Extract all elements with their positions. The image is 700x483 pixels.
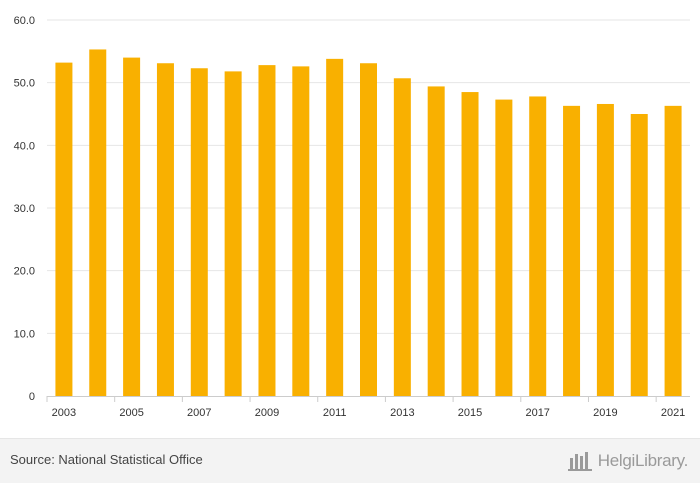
bar-2014[interactable] <box>427 86 445 396</box>
helgilibrary-logo[interactable]: HelgiLibrary. <box>567 449 689 473</box>
bar-2021[interactable] <box>664 105 682 396</box>
bar-2008[interactable] <box>224 71 242 397</box>
bar-2016[interactable] <box>495 99 513 396</box>
bar-2018[interactable] <box>563 105 581 396</box>
x-tick-label: 2013 <box>390 407 414 419</box>
y-tick-label: 60.0 <box>14 15 35 27</box>
x-tick-label: 2007 <box>187 407 211 419</box>
bar-2012[interactable] <box>360 63 377 397</box>
y-tick-label: 0 <box>29 391 35 403</box>
x-tick-label: 2021 <box>661 407 685 419</box>
y-axis-ticks: 0 10.0 20.0 30.0 40.0 50.0 60.0 <box>14 15 35 403</box>
bar-2015[interactable] <box>461 92 479 397</box>
helgilibrary-logo-icon <box>567 452 592 471</box>
bar-2007[interactable] <box>190 68 208 397</box>
bar-2005[interactable] <box>123 57 141 396</box>
y-tick-label: 30.0 <box>14 203 35 215</box>
x-tick-label: 2015 <box>458 407 482 419</box>
x-tick-label: 2019 <box>593 407 617 419</box>
x-axis: 2003 2005 2007 2009 2011 2013 2015 2017 2019 2021 <box>46 396 690 419</box>
bar-2003[interactable] <box>55 62 73 396</box>
bar-2009[interactable] <box>258 65 276 397</box>
bar-chart: 010.020.030.040.050.060.0 2003 2005 2007 20… <box>14 15 690 419</box>
bar-2006[interactable] <box>156 63 174 397</box>
bar-2010[interactable] <box>292 66 310 396</box>
logo-text: HelgiLibrary. <box>597 451 689 470</box>
source-note: Source: National Statistical Office <box>10 452 203 467</box>
x-tick-label: 2005 <box>119 407 143 419</box>
bar-2011[interactable] <box>326 58 344 396</box>
x-tick-label: 2011 <box>323 407 347 419</box>
x-tick-label: 2003 <box>52 407 76 419</box>
bar-2020[interactable] <box>630 114 648 396</box>
y-tick-label: 40.0 <box>14 140 35 152</box>
bar-2017[interactable] <box>529 96 547 396</box>
x-tick-label: 2009 <box>255 407 279 419</box>
y-tick-label: 20.0 <box>14 266 35 278</box>
bar-2004[interactable] <box>89 49 107 396</box>
y-tick-label: 10.0 <box>14 328 35 340</box>
bar-2013[interactable] <box>393 78 411 396</box>
y-tick-label: 50.0 <box>14 78 35 90</box>
x-tick-label: 2017 <box>525 407 549 419</box>
footer: Source: National Statistical Office Helg… <box>0 438 700 483</box>
bar-2019[interactable] <box>596 103 614 397</box>
bars <box>55 49 682 397</box>
